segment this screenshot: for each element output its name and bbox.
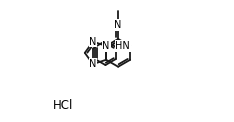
Text: N: N [89, 59, 97, 69]
Text: N: N [102, 41, 110, 51]
Text: HCl: HCl [52, 99, 73, 112]
Text: N: N [89, 37, 97, 47]
Text: N: N [114, 20, 122, 30]
Text: HN: HN [115, 41, 130, 51]
